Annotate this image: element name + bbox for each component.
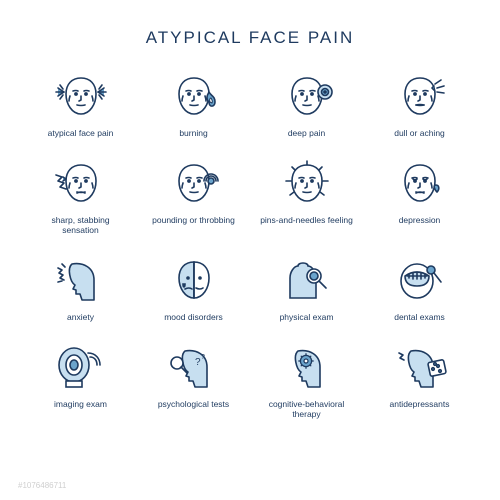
burning-icon xyxy=(164,70,224,122)
item-depression: depression xyxy=(369,157,470,236)
sharp-stabbing-icon xyxy=(51,157,111,209)
item-label: physical exam xyxy=(280,312,334,323)
item-pins-and-needles: pins-and-needles feeling xyxy=(256,157,357,236)
item-label: pounding or throbbing xyxy=(152,215,235,226)
item-label: dull or aching xyxy=(394,128,445,139)
mood-disorders-icon xyxy=(164,254,224,306)
item-physical-exam: physical exam xyxy=(256,254,357,323)
item-anxiety: anxiety xyxy=(30,254,131,323)
item-label: antidepressants xyxy=(389,399,449,410)
item-label: deep pain xyxy=(288,128,325,139)
physical-exam-icon xyxy=(277,254,337,306)
psychological-tests-icon: ? ? xyxy=(164,341,224,393)
pounding-throbbing-icon xyxy=(164,157,224,209)
imaging-exam-icon xyxy=(51,341,111,393)
item-label: depression xyxy=(399,215,441,226)
item-sharp-stabbing: sharp, stabbing sensation xyxy=(30,157,131,236)
item-label: burning xyxy=(179,128,207,139)
atypical-face-pain-icon xyxy=(51,70,111,122)
icon-grid: atypical face pain burning deep pain xyxy=(30,70,470,420)
item-antidepressants: antidepressants xyxy=(369,341,470,420)
antidepressants-icon xyxy=(390,341,450,393)
dull-or-aching-icon xyxy=(390,70,450,122)
item-pounding-throbbing: pounding or throbbing xyxy=(143,157,244,236)
item-deep-pain: deep pain xyxy=(256,70,357,139)
dental-exams-icon xyxy=(390,254,450,306)
item-dull-or-aching: dull or aching xyxy=(369,70,470,139)
item-label: pins-and-needles feeling xyxy=(260,215,353,226)
item-mood-disorders: mood disorders xyxy=(143,254,244,323)
item-imaging-exam: imaging exam xyxy=(30,341,131,420)
item-dental-exams: dental exams xyxy=(369,254,470,323)
item-psychological-tests: ? ? psychological tests xyxy=(143,341,244,420)
page-title: ATYPICAL FACE PAIN xyxy=(146,28,355,48)
item-atypical-face-pain: atypical face pain xyxy=(30,70,131,139)
depression-icon xyxy=(390,157,450,209)
svg-text:?: ? xyxy=(201,354,205,361)
pins-and-needles-icon xyxy=(277,157,337,209)
item-label: atypical face pain xyxy=(48,128,114,139)
item-label: dental exams xyxy=(394,312,445,323)
deep-pain-icon xyxy=(277,70,337,122)
item-label: cognitive-behavioral therapy xyxy=(259,399,354,420)
item-cbt: cognitive-behavioral therapy xyxy=(256,341,357,420)
anxiety-icon xyxy=(51,254,111,306)
item-label: imaging exam xyxy=(54,399,107,410)
item-label: sharp, stabbing sensation xyxy=(33,215,128,236)
cbt-icon xyxy=(277,341,337,393)
item-label: mood disorders xyxy=(164,312,223,323)
watermark: #1076486711 xyxy=(18,481,66,490)
item-label: anxiety xyxy=(67,312,94,323)
item-label: psychological tests xyxy=(158,399,229,410)
item-burning: burning xyxy=(143,70,244,139)
